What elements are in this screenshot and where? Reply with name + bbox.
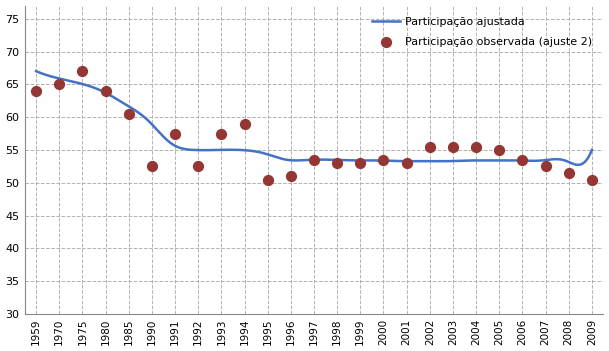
Participação observada (ajuste 2) — [495, 147, 504, 153]
Participação ajustada — [297, 158, 304, 163]
Participação observada (ajuste 2) — [31, 88, 41, 94]
Participação observada (ajuste 2) — [309, 157, 319, 163]
Participação observada (ajuste 2) — [518, 157, 527, 163]
Participação observada (ajuste 2) — [100, 88, 110, 94]
Participação observada (ajuste 2) — [587, 177, 597, 182]
Participação ajustada — [363, 158, 370, 163]
Participação ajustada — [575, 163, 582, 167]
Participação observada (ajuste 2) — [425, 144, 435, 150]
Participação observada (ajuste 2) — [147, 164, 157, 169]
Participação observada (ajuste 2) — [402, 160, 412, 166]
Participação observada (ajuste 2) — [448, 144, 458, 150]
Participação observada (ajuste 2) — [286, 173, 296, 179]
Participação observada (ajuste 2) — [216, 131, 226, 137]
Participação observada (ajuste 2) — [240, 121, 250, 126]
Participação observada (ajuste 2) — [379, 157, 389, 163]
Participação observada (ajuste 2) — [124, 111, 133, 117]
Participação observada (ajuste 2) — [541, 164, 551, 169]
Participação ajustada — [32, 69, 40, 73]
Participação observada (ajuste 2) — [564, 170, 574, 176]
Participação observada (ajuste 2) — [471, 144, 481, 150]
Participação observada (ajuste 2) — [170, 131, 180, 137]
Participação observada (ajuste 2) — [54, 81, 64, 87]
Line: Participação ajustada: Participação ajustada — [36, 71, 592, 165]
Participação ajustada — [488, 158, 495, 163]
Participação ajustada — [300, 158, 307, 162]
Participação ajustada — [576, 163, 583, 167]
Participação ajustada — [333, 158, 340, 162]
Participação ajustada — [588, 148, 596, 152]
Participação observada (ajuste 2) — [193, 164, 203, 169]
Participação observada (ajuste 2) — [356, 160, 365, 166]
Participação observada (ajuste 2) — [263, 177, 273, 182]
Participação observada (ajuste 2) — [77, 68, 87, 74]
Legend: Participação ajustada, Participação observada (ajuste 2): Participação ajustada, Participação obse… — [367, 11, 598, 52]
Participação observada (ajuste 2) — [333, 160, 342, 166]
